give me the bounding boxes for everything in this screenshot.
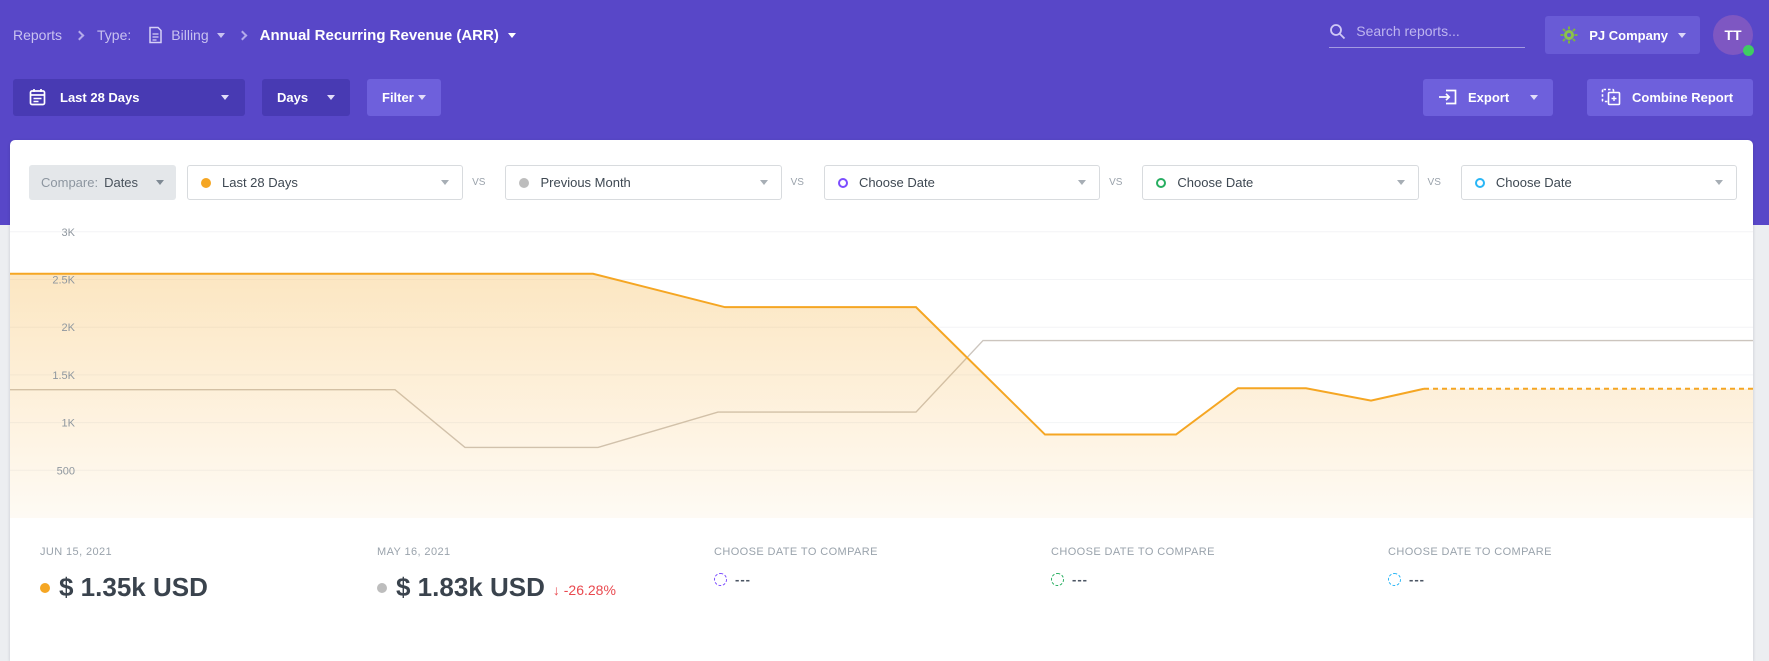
series-dot [40,582,50,593]
chevron-down-icon [216,32,225,38]
company-name: PJ Company [1589,27,1668,43]
chevron-down-icon [441,180,450,185]
chevron-down-icon [1078,180,1087,185]
stats-row: JUN 15, 2021 $ 1.35k USD MAY 16, 2021 $ … [10,518,1753,661]
chevron-right-icon [74,30,85,40]
svg-text:2K: 2K [62,322,76,334]
stat-date: CHOOSE DATE TO COMPARE [714,546,878,558]
chevron-down-icon [1396,180,1405,185]
stat-date: CHOOSE DATE TO COMPARE [1051,546,1215,558]
vs-separator: vs [472,177,486,188]
chevron-down-icon [327,94,335,100]
chevron-down-icon [418,94,426,100]
compare-select-1[interactable]: Last 28 Days [187,165,464,200]
chevron-down-icon [759,180,768,185]
stat-date: MAY 16, 2021 [377,546,451,558]
series-dot [1388,573,1401,586]
series-dot [201,177,211,188]
series-dot [519,177,530,188]
svg-text:1.5K: 1.5K [52,370,75,382]
online-status-dot [1743,45,1754,56]
granularity-button[interactable]: Days [262,78,350,116]
compare-mode-chip[interactable]: Compare: Dates [29,165,176,200]
export-icon [1439,89,1457,105]
granularity-label: Days [277,89,309,105]
report-panel: 500 1K 1.5K 2K 2.5K 3K Compare: Dates Last 28… [10,140,1753,661]
avatar[interactable]: TT [1713,15,1754,56]
chevron-down-icon [1678,32,1686,38]
page-title: Annual Recurring Revenue (ARR) [259,26,499,44]
compare-bar: Compare: Dates Last 28 Days vs Previous … [29,165,1737,200]
search-box[interactable] [1329,23,1526,48]
series-dot [1156,177,1167,188]
stat-previous-period: MAY 16, 2021 $ 1.83k USD ↓ -26.28% [377,518,714,661]
compare-select-5[interactable]: Choose Date [1460,165,1737,200]
compare-select-4[interactable]: Choose Date [1142,165,1419,200]
compare-select-2[interactable]: Previous Month [505,165,782,200]
breadcrumb-reports[interactable]: Reports [13,27,63,43]
top-bar: Reports Type: Billing Annual Recurring R… [0,0,1769,70]
report-title-dropdown[interactable]: Annual Recurring Revenue (ARR) [260,27,516,44]
export-button[interactable]: Export [1423,78,1553,116]
chevron-down-icon [221,94,229,100]
chevron-down-icon [507,32,516,38]
series-dot [377,582,387,593]
series-dot [1051,573,1064,586]
chevron-right-icon [237,30,248,40]
stat-current-period: JUN 15, 2021 $ 1.35k USD [40,518,377,661]
combine-report-button[interactable]: Combine Report [1587,78,1753,116]
date-range-label: Last 28 Days [60,89,140,105]
stat-compare-slot-3: CHOOSE DATE TO COMPARE --- [1388,518,1725,661]
vs-separator: vs [1427,177,1441,188]
stat-change-badge: ↓ -26.28% [552,581,616,598]
compare-select-1-value: Last 28 Days [222,175,298,190]
compare-select-3-value: Choose Date [858,175,935,190]
svg-text:3K: 3K [62,227,76,239]
compare-select-2-value: Previous Month [540,175,631,190]
toolbar: Last 28 Days Days Filter Export Combine … [0,70,1769,124]
search-input[interactable] [1356,23,1517,39]
stat-date: JUN 15, 2021 [40,546,113,558]
avatar-initials: TT [1724,27,1742,43]
chevron-down-icon [156,180,164,185]
svg-text:500: 500 [57,465,75,477]
stat-value: --- [1409,572,1425,587]
gear-icon [1560,26,1578,44]
compare-select-4-value: Choose Date [1177,175,1254,190]
combine-report-label: Combine Report [1632,89,1734,105]
breadcrumb-type-label: Type: [97,27,132,43]
series-dot [837,177,848,188]
search-icon [1330,23,1346,39]
calendar-icon [29,89,46,106]
date-range-button[interactable]: Last 28 Days [13,78,245,116]
combine-report-icon [1601,88,1621,106]
series-dot [714,573,727,586]
vs-separator: vs [1109,177,1123,188]
filter-label: Filter [382,89,414,105]
stat-value: $ 1.35k USD [59,572,208,602]
stat-date: CHOOSE DATE TO COMPARE [1388,546,1552,558]
compare-label: Compare: [41,175,99,190]
billing-document-icon [149,26,163,44]
series-dot [1474,177,1485,188]
stat-value: $ 1.83k USD [396,572,545,602]
compare-select-5-value: Choose Date [1495,175,1572,190]
chevron-down-icon [1530,94,1538,100]
breadcrumb-billing: Billing [171,27,209,43]
vs-separator: vs [790,177,804,188]
billing-type-dropdown[interactable]: Billing [148,26,225,44]
company-switcher-button[interactable]: PJ Company [1545,16,1700,54]
filter-button[interactable]: Filter [367,78,441,116]
stat-compare-slot-2: CHOOSE DATE TO COMPARE --- [1051,518,1388,661]
compare-mode-value: Dates [104,175,139,190]
stat-value: --- [1072,572,1088,587]
export-label: Export [1468,89,1510,105]
stat-value: --- [735,572,751,587]
svg-text:1K: 1K [62,418,76,430]
chevron-down-icon [1715,180,1723,185]
stat-compare-slot-1: CHOOSE DATE TO COMPARE --- [714,518,1051,661]
arr-area-chart: 500 1K 1.5K 2K 2.5K 3K [10,227,1753,518]
svg-text:2.5K: 2.5K [52,275,75,287]
compare-select-3[interactable]: Choose Date [823,165,1101,200]
